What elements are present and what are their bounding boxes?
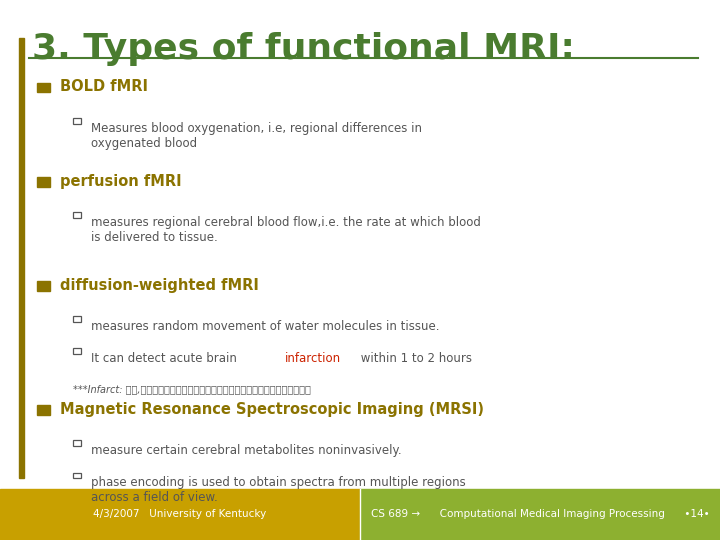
Text: within 1 to 2 hours: within 1 to 2 hours — [357, 352, 472, 365]
Text: 3. Types of functional MRI:: 3. Types of functional MRI: — [32, 32, 575, 66]
FancyBboxPatch shape — [73, 212, 81, 218]
Text: measure certain cerebral metabolites noninvasively.: measure certain cerebral metabolites non… — [91, 444, 402, 457]
Bar — [37, 281, 50, 291]
Text: 4/3/2007   University of Kentucky: 4/3/2007 University of Kentucky — [94, 509, 266, 519]
Text: CS 689 →      Computational Medical Imaging Processing      •14•: CS 689 → Computational Medical Imaging P… — [371, 509, 709, 519]
FancyBboxPatch shape — [73, 472, 81, 478]
Text: measures regional cerebral blood flow,i.e. the rate at which blood
is delivered : measures regional cerebral blood flow,i.… — [91, 216, 481, 244]
Bar — [19, 38, 24, 478]
Bar — [37, 177, 50, 187]
Bar — [360, 489, 720, 540]
Bar — [37, 405, 50, 415]
FancyBboxPatch shape — [73, 316, 81, 322]
Bar — [0, 489, 360, 540]
FancyBboxPatch shape — [73, 440, 81, 446]
FancyBboxPatch shape — [73, 118, 81, 124]
Text: infarction: infarction — [284, 352, 341, 365]
Text: It can detect acute brain: It can detect acute brain — [91, 352, 241, 365]
Text: BOLD fMRI: BOLD fMRI — [60, 79, 148, 94]
Text: measures random movement of water molecules in tissue.: measures random movement of water molecu… — [91, 320, 440, 333]
Text: diffusion-weighted fMRI: diffusion-weighted fMRI — [60, 278, 258, 293]
Text: ***Infarct: 棕塞,如由于血栓或栓子的原因；局部血液供应不畅而引发局部组织坏死: ***Infarct: 棕塞,如由于血栓或栓子的原因；局部血液供应不畅而引发局部… — [73, 384, 311, 395]
Text: Measures blood oxygenation, i.e, regional differences in
oxygenated blood: Measures blood oxygenation, i.e, regiona… — [91, 122, 423, 150]
Bar — [37, 83, 50, 92]
FancyBboxPatch shape — [73, 348, 81, 354]
Text: Magnetic Resonance Spectroscopic Imaging (MRSI): Magnetic Resonance Spectroscopic Imaging… — [60, 402, 484, 417]
Text: perfusion fMRI: perfusion fMRI — [60, 174, 181, 189]
Text: phase encoding is used to obtain spectra from multiple regions
across a field of: phase encoding is used to obtain spectra… — [91, 476, 466, 504]
